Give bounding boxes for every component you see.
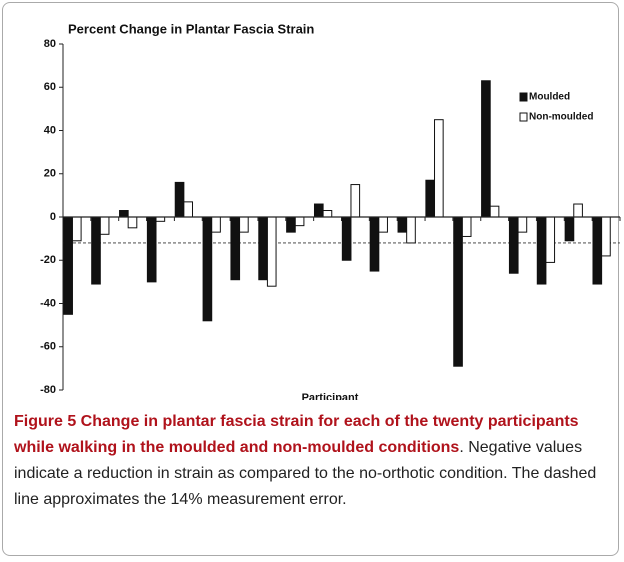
bar [294, 216, 305, 227]
bar [601, 216, 611, 257]
bar [545, 216, 556, 263]
bar [378, 216, 388, 233]
bar [425, 179, 436, 218]
legend-label: Non-moulded [529, 112, 593, 123]
bar [266, 216, 277, 287]
bar [369, 216, 380, 272]
y-tick-label: -40 [40, 297, 56, 309]
bar [481, 80, 491, 218]
bar [564, 216, 575, 242]
chart: Percent Change in Plantar Fascia Strain … [40, 21, 621, 400]
bar [508, 216, 519, 274]
legend-swatch [519, 112, 528, 122]
bar [453, 216, 463, 367]
bar [286, 216, 296, 233]
bar [573, 203, 583, 218]
bar [434, 119, 444, 218]
bar [397, 216, 408, 233]
bar [119, 210, 129, 218]
bar [91, 216, 101, 285]
bar [63, 216, 73, 315]
caption-bold: Figure 5 Change in plantar fascia strain… [14, 413, 579, 456]
caption: Figure 5 Change in plantar fascia strain… [14, 409, 614, 513]
bar [202, 216, 213, 322]
bar [461, 216, 472, 237]
y-tick-label: 0 [50, 211, 56, 223]
bar [239, 216, 249, 233]
bar [258, 216, 268, 281]
y-tick-label: -20 [40, 254, 56, 266]
bar [406, 216, 416, 244]
bar [489, 205, 500, 218]
bar [322, 210, 333, 218]
legend-swatch [519, 92, 528, 102]
y-tick-label: 80 [44, 38, 56, 50]
y-tick-label: -60 [40, 341, 56, 353]
bar [230, 216, 241, 281]
bar [99, 216, 110, 235]
y-tick-label: 40 [44, 124, 56, 136]
bar [350, 184, 361, 218]
bar [592, 216, 603, 285]
caption-text: . Negative values indicate a reduction i… [14, 439, 597, 508]
bar [341, 216, 352, 261]
bar [183, 201, 194, 218]
bar [155, 216, 166, 222]
figure-frame [2, 2, 619, 556]
bar [536, 216, 547, 285]
y-tick-label: 20 [44, 168, 56, 180]
x-axis-label: Participant [302, 392, 359, 400]
bar [146, 216, 157, 283]
bar [174, 181, 185, 218]
bar [313, 203, 324, 218]
bar [71, 216, 82, 242]
chart-title: Percent Change in Plantar Fascia Strain [68, 21, 314, 36]
bar [127, 216, 138, 229]
y-tick-label: 60 [44, 81, 56, 93]
y-tick-label: -80 [40, 384, 56, 396]
bar [517, 216, 528, 233]
bar [211, 216, 221, 233]
legend-label: Moulded [529, 92, 570, 103]
